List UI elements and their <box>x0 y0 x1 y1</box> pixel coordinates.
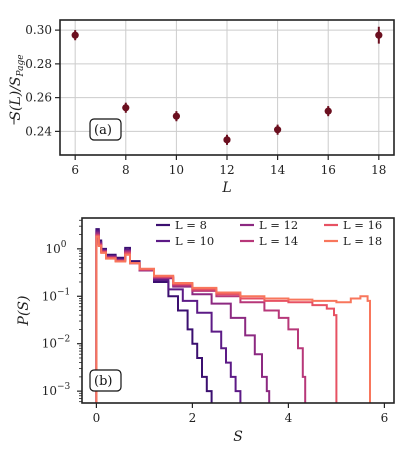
panel-a-xtick-label: 8 <box>122 163 130 177</box>
panel-b-series <box>95 228 371 403</box>
panel-a-point <box>274 126 282 134</box>
panel-a-point <box>122 104 130 112</box>
panel-b-tag: (b) <box>89 369 122 392</box>
panel-a-xtick-label: 6 <box>71 163 79 177</box>
panel-a-xtick-label: 14 <box>270 163 286 177</box>
panel-b-ytick-exp: 0 <box>61 240 67 250</box>
panel-a-point <box>324 107 332 115</box>
panel-a-xtick-label: 16 <box>321 163 336 177</box>
panel-b-frame <box>81 217 395 404</box>
panel-b-label: (b) <box>94 374 112 389</box>
panel-b-legend-label: L = 18 <box>343 234 382 248</box>
panel-a-ylabel-sub: Page <box>16 54 26 77</box>
panel-a-xtick-label: 12 <box>219 163 234 177</box>
panel-a-point <box>71 31 79 39</box>
panel-b-ytick-label: 10−3 <box>42 382 71 398</box>
panel-a-xlabel: L <box>221 180 231 196</box>
panel-a-frame <box>59 19 395 156</box>
panel-a-ytick-label: 0.30 <box>25 23 52 37</box>
panel-b-ytick-label: 10−2 <box>42 335 71 351</box>
panel-b-legend-label: L = 14 <box>259 234 298 248</box>
panel-b-series-line <box>95 228 213 403</box>
panel-b-ytick-exp: −3 <box>57 382 71 392</box>
panel-a-xtick-label: 18 <box>371 163 386 177</box>
panel-a-points <box>71 26 383 145</box>
panel-a-point <box>375 31 383 39</box>
panel-b-legend-label: L = 10 <box>175 234 214 248</box>
panel-b-legend: L = 8 L = 10 L = 12 L = 14 L = 16 L = 18 <box>156 218 382 248</box>
panel-b-ytick-label: 100 <box>45 240 66 256</box>
svg-text:S(L)/SPage: S(L)/SPage <box>8 54 26 120</box>
panel-b-xlabel: S <box>233 429 243 445</box>
panel-b-ytick-label: 10−1 <box>42 287 71 303</box>
panel-a-ytick-label: 0.26 <box>25 91 52 105</box>
panel-a-point <box>223 136 231 144</box>
panel-b-series-line <box>95 235 371 403</box>
panel-a-ytick-label: 0.24 <box>25 124 52 138</box>
panel-b-legend-label: L = 8 <box>175 218 207 232</box>
panel-a-ylabel: S(L)/SPage <box>8 54 26 125</box>
panel-b-legend-label: L = 12 <box>259 218 298 232</box>
panel-a-ylabel-main: S(L)/S <box>8 76 24 120</box>
panel-b-legend-label: L = 16 <box>343 218 382 232</box>
panel-b-series-line <box>95 233 307 403</box>
panel-a-ticks: 6 8 10 12 14 16 18 0.24 0.26 0.28 0.30 <box>25 23 386 177</box>
panel-a-tag: (a) <box>89 118 122 141</box>
panel-a-grid <box>60 20 394 155</box>
panel-b-ylabel: P(S) <box>16 296 32 327</box>
panel-b-xtick-label: 0 <box>93 411 101 425</box>
panel-b-xtick-label: 2 <box>189 411 197 425</box>
panel-b-ytick-exp: −2 <box>57 335 70 345</box>
panel-a-point <box>172 112 180 120</box>
panel-b-series-line <box>95 229 242 403</box>
panel-a-xtick-label: 10 <box>169 163 184 177</box>
panel-a-label: (a) <box>94 123 112 138</box>
panel-b-xtick-label: 4 <box>285 411 293 425</box>
panel-a: 6 8 10 12 14 16 18 0.24 0.26 0.28 0.30 (a) L S(L)/… <box>8 19 395 196</box>
panel-b-xtick-label: 6 <box>381 411 389 425</box>
panel-a-ytick-label: 0.28 <box>25 57 52 71</box>
panel-b-ytick-exp: −1 <box>57 287 70 297</box>
